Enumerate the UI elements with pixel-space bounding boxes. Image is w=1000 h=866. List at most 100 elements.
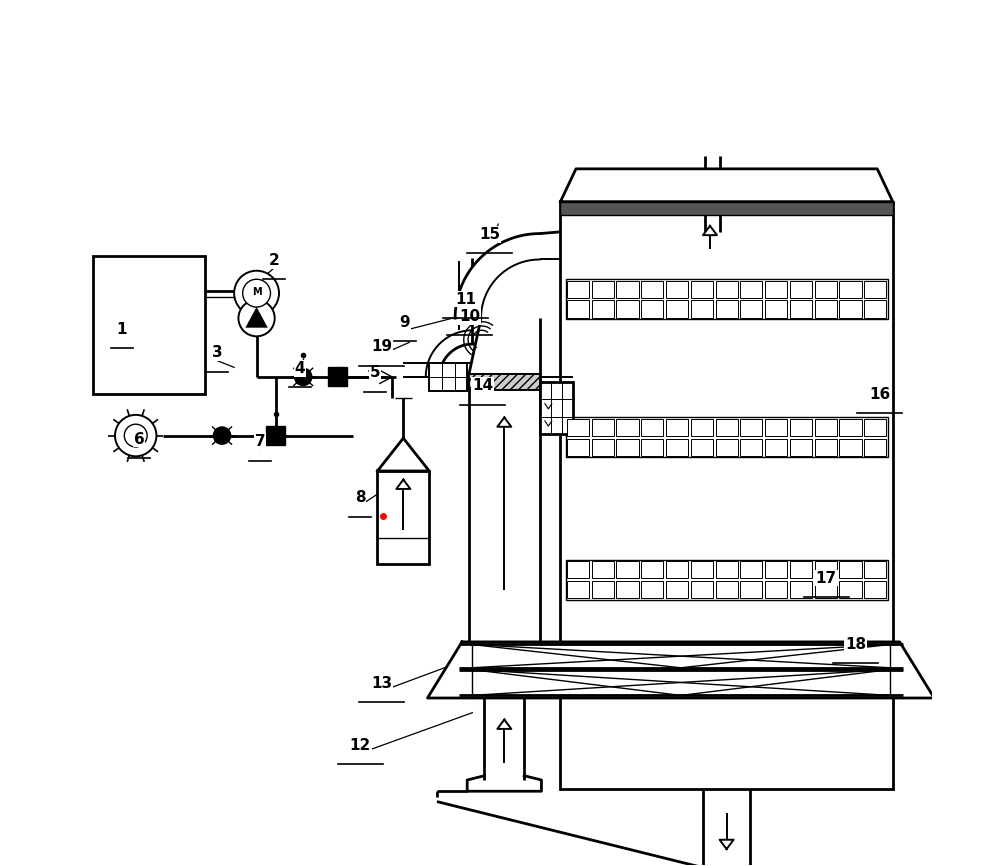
Circle shape xyxy=(295,368,312,385)
Bar xyxy=(864,581,886,598)
Circle shape xyxy=(234,271,279,315)
Bar xyxy=(666,581,688,598)
Polygon shape xyxy=(377,438,429,471)
Bar xyxy=(567,581,589,598)
Bar xyxy=(716,419,738,436)
Bar xyxy=(666,561,688,578)
Bar xyxy=(790,281,812,298)
Text: 18: 18 xyxy=(845,637,866,652)
Bar xyxy=(815,561,837,578)
Bar xyxy=(740,438,762,456)
Bar xyxy=(93,256,205,394)
Bar xyxy=(765,561,787,578)
Bar xyxy=(691,281,713,298)
Text: 19: 19 xyxy=(371,339,392,354)
Bar xyxy=(666,301,688,318)
Bar xyxy=(567,419,589,436)
Bar xyxy=(790,561,812,578)
Bar xyxy=(864,419,886,436)
Text: 17: 17 xyxy=(816,571,837,585)
Bar xyxy=(864,301,886,318)
Bar xyxy=(691,581,713,598)
Text: 3: 3 xyxy=(212,346,222,360)
Bar xyxy=(641,281,663,298)
Polygon shape xyxy=(245,307,268,327)
Bar xyxy=(592,419,614,436)
Bar xyxy=(790,301,812,318)
Bar xyxy=(641,438,663,456)
Text: 9: 9 xyxy=(400,315,410,330)
Bar xyxy=(740,561,762,578)
Bar xyxy=(560,202,893,789)
Bar xyxy=(839,581,862,598)
Polygon shape xyxy=(720,840,734,849)
Bar xyxy=(691,561,713,578)
Bar xyxy=(377,471,429,565)
Bar xyxy=(616,438,639,456)
Circle shape xyxy=(213,427,231,444)
Bar xyxy=(691,419,713,436)
Bar xyxy=(641,581,663,598)
Text: 5: 5 xyxy=(370,365,380,380)
Bar xyxy=(740,419,762,436)
Bar xyxy=(469,374,540,642)
Bar xyxy=(765,581,787,598)
Text: 7: 7 xyxy=(255,434,265,449)
Bar xyxy=(429,363,467,391)
Bar xyxy=(740,581,762,598)
Bar xyxy=(765,419,787,436)
Bar xyxy=(616,581,639,598)
Bar xyxy=(864,561,886,578)
Bar xyxy=(864,438,886,456)
Bar xyxy=(815,281,837,298)
Bar xyxy=(815,438,837,456)
Bar xyxy=(716,581,738,598)
Bar xyxy=(765,301,787,318)
Circle shape xyxy=(243,279,270,307)
Bar xyxy=(641,561,663,578)
Circle shape xyxy=(115,415,156,456)
Bar xyxy=(567,301,589,318)
Bar xyxy=(716,301,738,318)
Circle shape xyxy=(124,424,147,447)
Bar xyxy=(540,382,573,434)
Bar xyxy=(716,438,738,456)
Bar xyxy=(567,438,589,456)
Text: 13: 13 xyxy=(371,675,392,691)
Bar xyxy=(566,280,888,319)
Text: 14: 14 xyxy=(472,378,493,393)
Polygon shape xyxy=(497,417,511,427)
Polygon shape xyxy=(497,720,511,729)
Bar xyxy=(839,419,862,436)
Bar xyxy=(666,419,688,436)
Bar xyxy=(616,561,639,578)
Bar xyxy=(691,438,713,456)
Bar xyxy=(592,281,614,298)
Text: 1: 1 xyxy=(117,322,127,337)
Polygon shape xyxy=(455,234,540,318)
Circle shape xyxy=(238,300,275,336)
Bar xyxy=(560,202,893,216)
Polygon shape xyxy=(703,226,717,236)
Text: 12: 12 xyxy=(350,738,371,753)
Text: 11: 11 xyxy=(455,292,476,307)
Bar xyxy=(790,438,812,456)
Bar xyxy=(815,419,837,436)
Text: 8: 8 xyxy=(355,490,365,505)
Text: 6: 6 xyxy=(134,431,145,447)
Bar xyxy=(266,426,285,445)
Bar xyxy=(592,301,614,318)
Bar xyxy=(790,419,812,436)
Bar xyxy=(839,281,862,298)
Bar xyxy=(616,281,639,298)
Bar xyxy=(839,438,862,456)
Text: 15: 15 xyxy=(479,227,500,242)
Bar xyxy=(740,281,762,298)
Polygon shape xyxy=(427,642,934,698)
Bar xyxy=(716,561,738,578)
Bar xyxy=(666,281,688,298)
Bar xyxy=(592,561,614,578)
Bar xyxy=(566,417,888,457)
Bar xyxy=(469,374,540,390)
Polygon shape xyxy=(426,330,472,377)
